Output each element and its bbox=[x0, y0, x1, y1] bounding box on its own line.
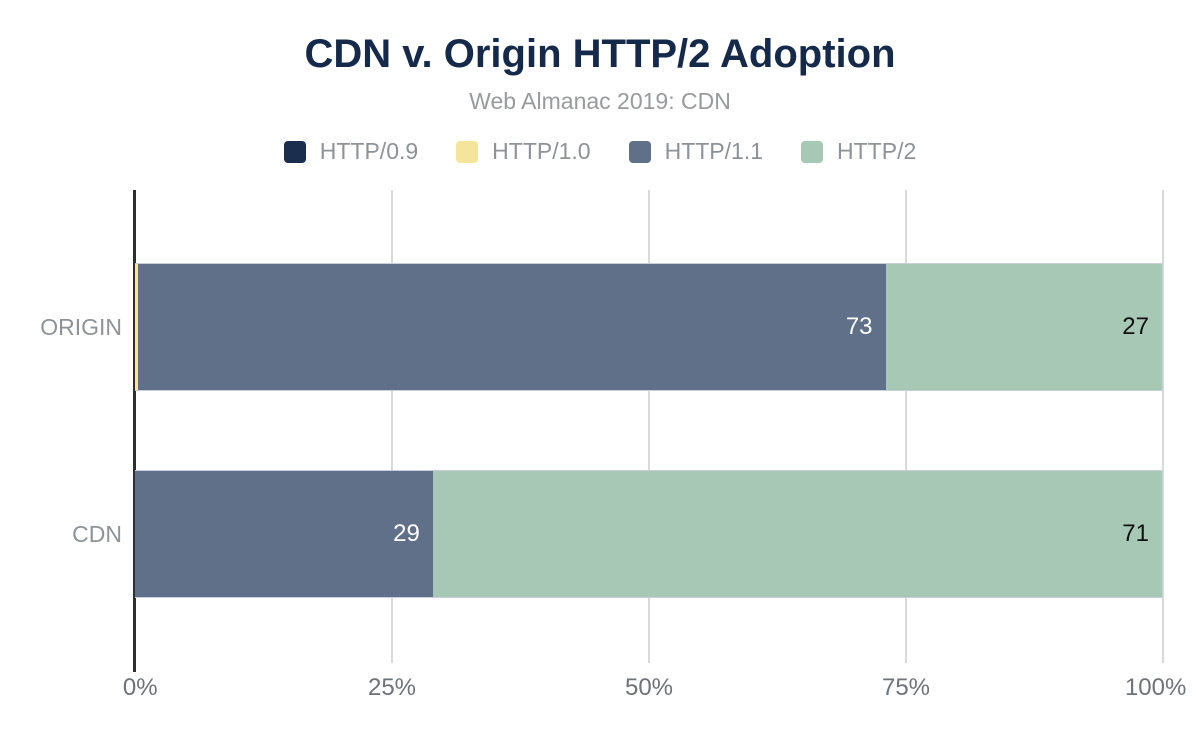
legend-label: HTTP/0.9 bbox=[319, 138, 419, 164]
bar-segment-cdn-http-1-1: 29 bbox=[135, 471, 433, 597]
legend: HTTP/0.9 HTTP/1.0 HTTP/1.1 HTTP/2 bbox=[0, 138, 1200, 165]
bar-value-label: 71 bbox=[1122, 520, 1149, 547]
x-tick-label: 75% bbox=[881, 674, 931, 701]
bar-segment-origin-http-2: 27 bbox=[885, 264, 1162, 390]
x-axis-tick-labels: 0% 25% 50% 75% 100% bbox=[123, 674, 1186, 704]
legend-swatch-icon bbox=[628, 140, 651, 163]
legend-label: HTTP/2 bbox=[837, 138, 917, 164]
x-tick-label: 100% bbox=[1124, 674, 1187, 701]
x-tick-label: 50% bbox=[624, 674, 674, 701]
chart-subtitle: Web Almanac 2019: CDN bbox=[469, 88, 731, 114]
legend-label: HTTP/1.0 bbox=[492, 138, 591, 164]
legend-item-http-1-0: HTTP/1.0 bbox=[456, 138, 591, 165]
x-tick-label: 0% bbox=[122, 674, 158, 701]
bar-segment-origin-http-1-0 bbox=[135, 264, 139, 390]
grid-line bbox=[1162, 190, 1164, 663]
legend-item-http-0-9: HTTP/0.9 bbox=[283, 138, 419, 165]
category-label-cdn: CDN bbox=[72, 520, 122, 547]
bar-segment-cdn-http-2: 71 bbox=[432, 471, 1162, 597]
legend-swatch-icon bbox=[283, 140, 306, 163]
category-label-origin: ORIGIN bbox=[40, 313, 122, 340]
legend-swatch-icon bbox=[801, 140, 824, 163]
legend-swatch-icon bbox=[456, 140, 479, 163]
x-tick-label: 25% bbox=[367, 674, 417, 701]
grid-line bbox=[648, 190, 650, 663]
bar-row-origin: 73 27 bbox=[135, 263, 1163, 391]
legend-label: HTTP/1.1 bbox=[664, 138, 764, 164]
chart-title: CDN v. Origin HTTP/2 Adoption bbox=[304, 32, 896, 76]
plot-area: 73 27 29 71 bbox=[133, 190, 1164, 672]
grid-line bbox=[905, 190, 907, 663]
bar-value-label: 27 bbox=[1122, 313, 1149, 340]
legend-item-http-1-1: HTTP/1.1 bbox=[628, 138, 764, 165]
bar-segment-origin-http-1-1: 73 bbox=[138, 264, 886, 390]
bar-value-label: 29 bbox=[393, 520, 420, 547]
legend-item-http-2: HTTP/2 bbox=[801, 138, 916, 165]
grid-line bbox=[391, 190, 393, 663]
bar-value-label: 73 bbox=[845, 313, 873, 340]
x-axis-line bbox=[133, 190, 136, 672]
bar-row-cdn: 29 71 bbox=[135, 470, 1163, 598]
